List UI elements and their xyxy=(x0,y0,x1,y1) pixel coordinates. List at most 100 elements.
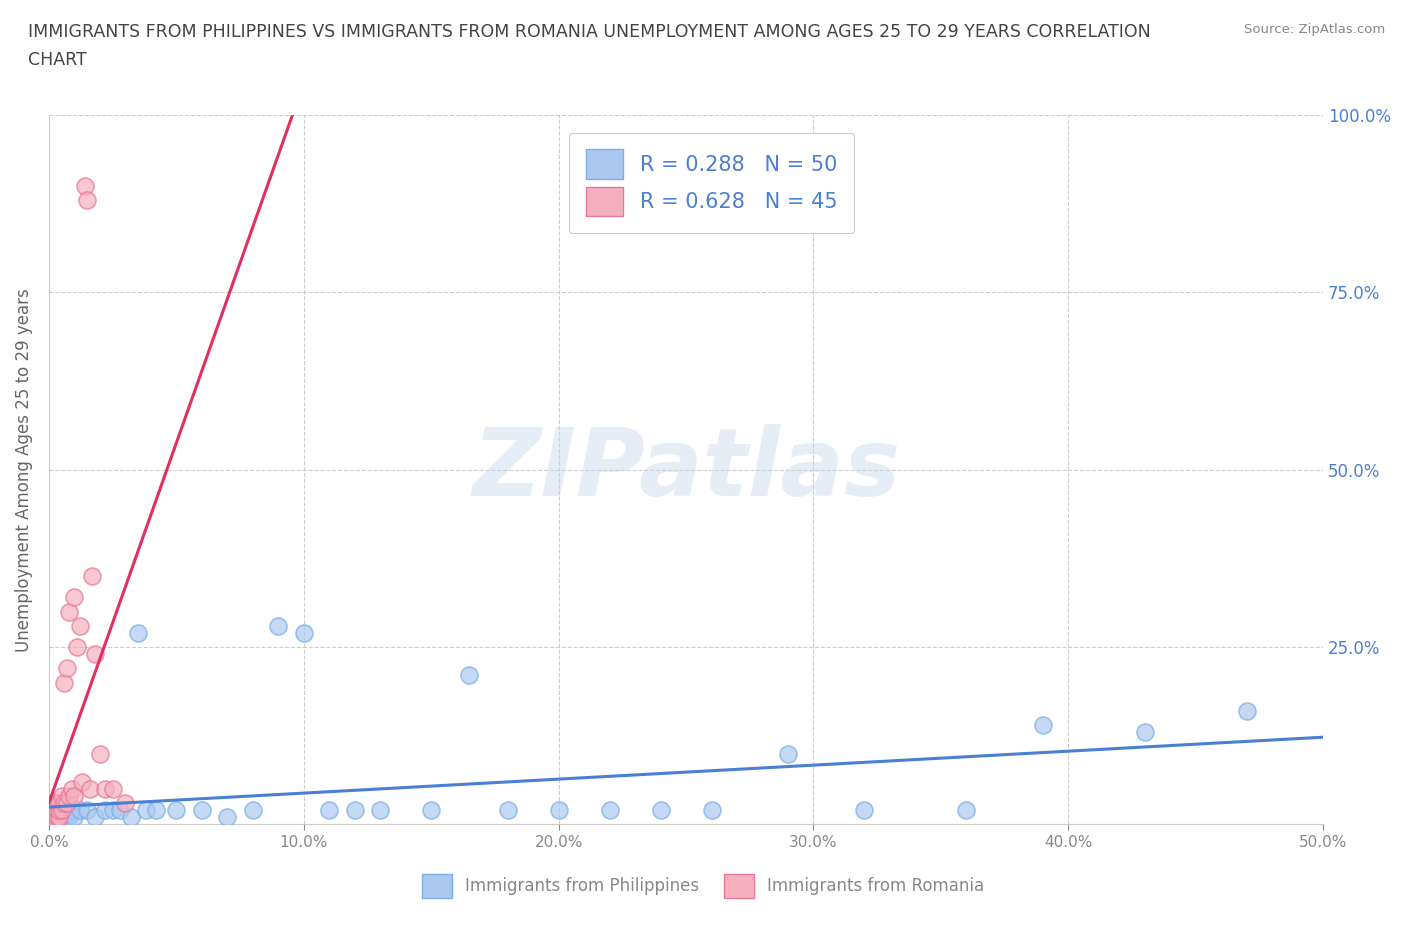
Point xyxy=(48,810,70,825)
Point xyxy=(955,803,977,817)
Point xyxy=(650,803,672,817)
Point xyxy=(1133,724,1156,739)
Point xyxy=(89,746,111,761)
Point xyxy=(53,796,76,811)
Point xyxy=(51,803,73,817)
Point xyxy=(56,661,79,676)
Point xyxy=(41,810,63,825)
Point xyxy=(53,817,76,832)
Point xyxy=(58,810,80,825)
Point xyxy=(41,803,63,817)
Point xyxy=(83,646,105,661)
Point xyxy=(79,781,101,796)
Point xyxy=(69,618,91,633)
Point xyxy=(39,817,62,832)
Point xyxy=(135,803,157,817)
Point xyxy=(45,796,67,811)
Point xyxy=(56,803,79,817)
Point xyxy=(58,604,80,619)
Point xyxy=(63,789,86,804)
Point xyxy=(73,179,96,193)
Point xyxy=(53,675,76,690)
Text: IMMIGRANTS FROM PHILIPPINES VS IMMIGRANTS FROM ROMANIA UNEMPLOYMENT AMONG AGES 2: IMMIGRANTS FROM PHILIPPINES VS IMMIGRANT… xyxy=(28,23,1152,41)
Point xyxy=(45,810,67,825)
Point xyxy=(48,796,70,811)
Point xyxy=(51,789,73,804)
Point xyxy=(66,640,89,655)
Point xyxy=(343,803,366,817)
Point xyxy=(60,781,83,796)
Point xyxy=(267,618,290,633)
Point xyxy=(42,817,65,832)
Text: Source: ZipAtlas.com: Source: ZipAtlas.com xyxy=(1244,23,1385,36)
Point xyxy=(94,803,117,817)
Point xyxy=(45,817,67,832)
Point xyxy=(48,803,70,817)
Point xyxy=(242,803,264,817)
Point xyxy=(48,810,70,825)
Point xyxy=(42,817,65,832)
Point xyxy=(94,781,117,796)
Point xyxy=(41,817,63,832)
Point xyxy=(45,810,67,825)
Point xyxy=(42,803,65,817)
Point xyxy=(41,810,63,825)
Point xyxy=(496,803,519,817)
Point xyxy=(83,810,105,825)
Point xyxy=(120,810,142,825)
Point xyxy=(853,803,876,817)
Point xyxy=(1032,718,1054,733)
Point xyxy=(56,810,79,825)
Point xyxy=(368,803,391,817)
Point xyxy=(42,810,65,825)
Point xyxy=(39,810,62,825)
Point xyxy=(63,590,86,604)
Point xyxy=(41,817,63,832)
Point xyxy=(45,817,67,832)
Point xyxy=(69,803,91,817)
Point xyxy=(145,803,167,817)
Point xyxy=(127,626,149,641)
Point xyxy=(58,789,80,804)
Point xyxy=(42,803,65,817)
Point xyxy=(42,803,65,817)
Point xyxy=(51,803,73,817)
Point xyxy=(76,803,98,817)
Y-axis label: Unemployment Among Ages 25 to 29 years: Unemployment Among Ages 25 to 29 years xyxy=(15,288,32,652)
Point xyxy=(48,817,70,832)
Legend: R = 0.288   N = 50, R = 0.628   N = 45: R = 0.288 N = 50, R = 0.628 N = 45 xyxy=(569,132,853,233)
Point xyxy=(1236,703,1258,718)
Point xyxy=(42,810,65,825)
Point xyxy=(458,668,481,683)
Point xyxy=(217,810,239,825)
Point xyxy=(776,746,799,761)
Point xyxy=(45,803,67,817)
Point xyxy=(165,803,187,817)
Point xyxy=(547,803,569,817)
Point xyxy=(39,817,62,832)
Point xyxy=(82,569,104,584)
Point xyxy=(700,803,723,817)
Text: CHART: CHART xyxy=(28,51,87,69)
Point xyxy=(599,803,621,817)
Text: ZIPatlas: ZIPatlas xyxy=(472,424,900,516)
Point xyxy=(114,796,136,811)
Point xyxy=(56,796,79,811)
Point xyxy=(60,803,83,817)
Point xyxy=(191,803,214,817)
Point xyxy=(292,626,315,641)
Point xyxy=(41,796,63,811)
Point xyxy=(110,803,132,817)
Point xyxy=(63,810,86,825)
Legend: Immigrants from Philippines, Immigrants from Romania: Immigrants from Philippines, Immigrants … xyxy=(412,864,994,908)
Point xyxy=(318,803,340,817)
Point xyxy=(101,803,124,817)
Point xyxy=(42,796,65,811)
Point xyxy=(101,781,124,796)
Point xyxy=(70,775,93,790)
Point xyxy=(51,817,73,832)
Point xyxy=(45,803,67,817)
Point xyxy=(53,810,76,825)
Point xyxy=(42,817,65,832)
Point xyxy=(420,803,443,817)
